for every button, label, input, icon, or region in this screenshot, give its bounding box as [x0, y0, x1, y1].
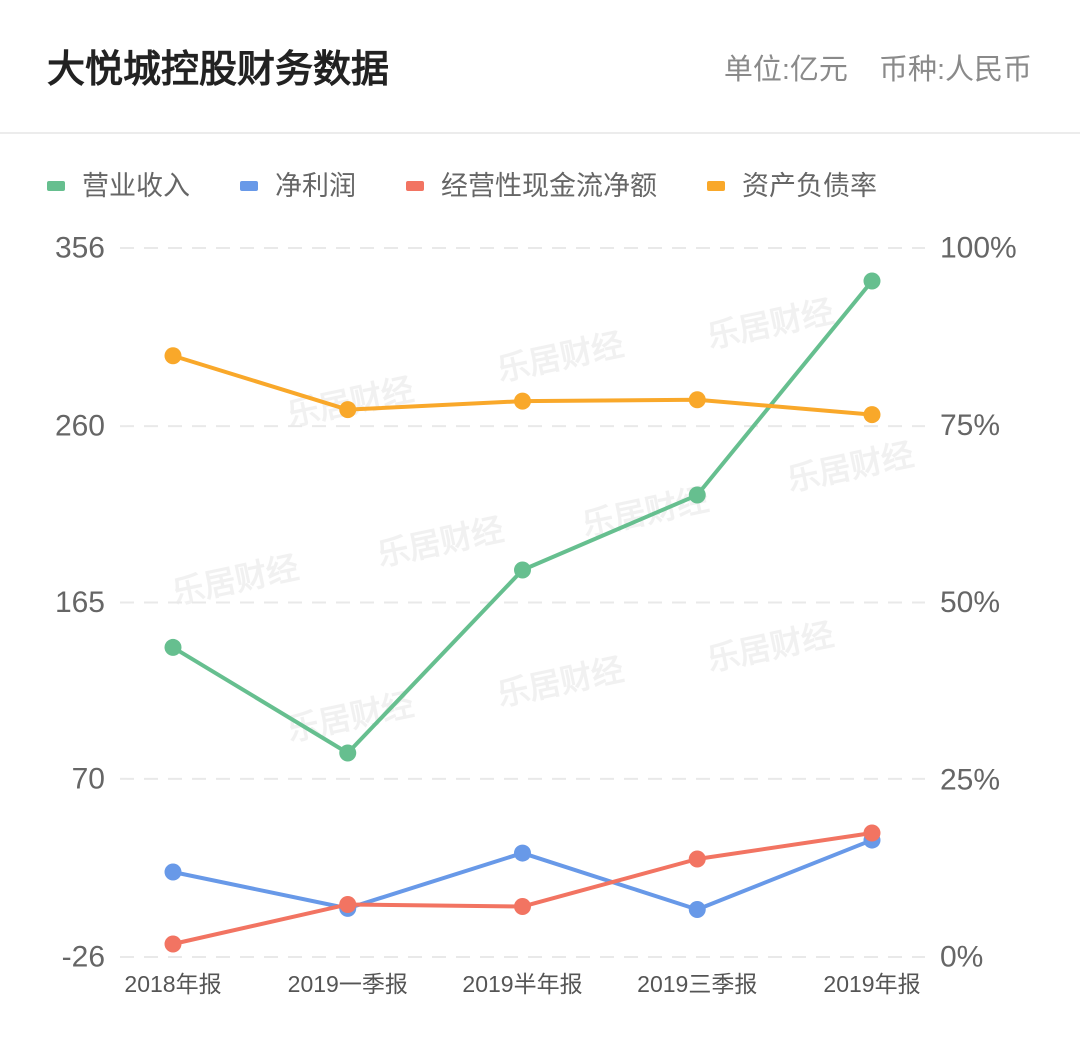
x-tick-label: 2018年报 — [124, 971, 221, 997]
debt-ratio-data-point[interactable] — [164, 347, 182, 365]
operating-cash-flow-data-point[interactable] — [863, 824, 881, 842]
legend-item-debt-ratio[interactable]: 资产负债率 — [707, 168, 877, 204]
legend-label: 经营性现金流净额 — [441, 171, 657, 201]
debt-ratio-data-point[interactable] — [339, 401, 357, 419]
x-axis: 2018年报 2019一季报 2019半年报 2019三季报 2019年报 — [124, 971, 920, 997]
y-left-tick-label: 165 — [55, 586, 105, 619]
net-profit-data-point[interactable] — [688, 900, 706, 918]
revenue-data-point[interactable] — [688, 486, 706, 504]
unit-label: 单位:亿元 — [723, 54, 848, 86]
operating-cash-flow-data-point[interactable] — [514, 898, 531, 916]
currency-label: 币种:人民币 — [878, 54, 1032, 86]
debt-ratio-data-point[interactable] — [688, 391, 706, 409]
revenue-data-point[interactable] — [863, 272, 881, 290]
legend-swatch — [47, 181, 65, 191]
debt-ratio-data-point[interactable] — [514, 392, 531, 410]
y-left-tick-label: -26 — [62, 941, 105, 974]
x-tick-label: 2019年报 — [823, 971, 920, 997]
x-tick-label: 2019三季报 — [637, 971, 757, 997]
legend-item-revenue[interactable]: 营业收入 — [47, 168, 190, 204]
net-profit-data-point[interactable] — [514, 844, 531, 862]
x-tick-label: 2019一季报 — [288, 971, 408, 997]
y-left-tick-label: 356 — [55, 232, 105, 265]
revenue-line — [171, 279, 874, 756]
y-left-tick-label: 260 — [55, 410, 105, 443]
y-right-tick-label: 100% — [940, 232, 1017, 265]
legend-item-net-profit[interactable]: 净利润 — [240, 168, 356, 204]
chart-header: 大悦城控股财务数据 单位:亿元 币种:人民币 — [0, 0, 1080, 134]
revenue-data-point[interactable] — [339, 744, 357, 762]
net-profit-data-point[interactable] — [164, 863, 182, 881]
revenue-data-point[interactable] — [164, 638, 182, 656]
legend: 营业收入 净利润 经营性现金流净额 资产负债率 — [47, 168, 927, 204]
y-right-tick-label: 0% — [940, 941, 983, 974]
operating-cash-flow-series — [164, 824, 881, 953]
revenue-series — [164, 272, 881, 762]
legend-swatch — [707, 181, 725, 191]
operating-cash-flow-data-point[interactable] — [339, 895, 357, 913]
y-right-tick-label: 25% — [940, 763, 1000, 796]
chart-meta: 单位:亿元 币种:人民币 — [724, 52, 1032, 88]
debt-ratio-data-point[interactable] — [863, 406, 881, 424]
y-right-tick-label: 75% — [940, 409, 1000, 442]
legend-item-operating-cash-flow[interactable]: 经营性现金流净额 — [406, 168, 657, 204]
chart-title: 大悦城控股财务数据 — [47, 49, 390, 91]
operating-cash-flow-data-point[interactable] — [688, 850, 706, 868]
legend-label: 营业收入 — [82, 171, 190, 201]
y-right-tick-label: 50% — [940, 586, 1000, 619]
y-left-tick-label: 70 — [72, 762, 105, 795]
operating-cash-flow-data-point[interactable] — [164, 935, 182, 953]
legend-label: 资产负债率 — [742, 171, 877, 201]
legend-swatch — [406, 181, 424, 191]
y-axis-left: 356 260 165 70 -26 — [55, 232, 105, 974]
debt-ratio-series — [164, 347, 881, 424]
legend-swatch — [240, 181, 258, 191]
series-layer — [164, 272, 881, 953]
y-axis-right: 100% 75% 50% 25% 0% — [940, 232, 1017, 974]
revenue-data-point[interactable] — [514, 561, 531, 579]
legend-label: 净利润 — [275, 171, 356, 201]
x-tick-label: 2019半年报 — [462, 971, 582, 997]
